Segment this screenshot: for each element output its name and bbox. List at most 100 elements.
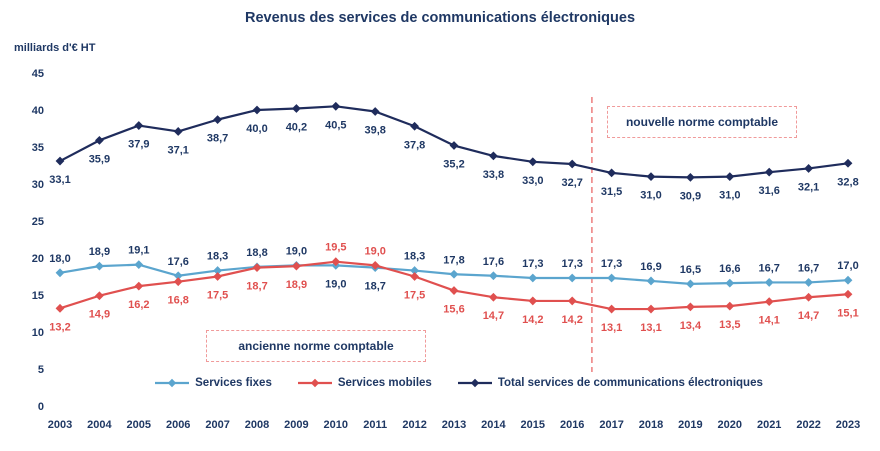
svg-text:17,5: 17,5 — [404, 290, 425, 302]
annotation-old-accounting-norm: ancienne norme comptable — [206, 330, 426, 362]
data-point-marker — [292, 261, 301, 271]
svg-text:17,8: 17,8 — [443, 254, 464, 266]
svg-text:33,0: 33,0 — [522, 175, 543, 187]
data-point-marker — [804, 292, 813, 302]
svg-text:16,7: 16,7 — [798, 262, 819, 274]
svg-text:16,7: 16,7 — [758, 262, 779, 274]
svg-text:2018: 2018 — [639, 419, 663, 431]
data-point-marker — [449, 141, 459, 150]
legend-item-total-services-de-communications-electroniques: Total services de communications électro… — [457, 377, 763, 389]
data-point-marker — [55, 156, 65, 166]
data-point-marker — [607, 168, 616, 178]
data-point-marker — [331, 257, 341, 267]
svg-text:17,3: 17,3 — [522, 258, 543, 270]
svg-text:2011: 2011 — [363, 419, 387, 431]
data-point-marker — [370, 261, 380, 270]
data-point-marker — [55, 303, 65, 313]
data-point-marker — [173, 271, 183, 281]
svg-text:2005: 2005 — [127, 419, 151, 431]
svg-text:17,6: 17,6 — [167, 256, 188, 268]
svg-text:18,9: 18,9 — [89, 246, 110, 258]
legend-swatch-icon — [155, 378, 190, 388]
data-point-marker — [449, 269, 459, 279]
series-services-mobiles — [55, 257, 853, 314]
svg-text:18,9: 18,9 — [286, 279, 307, 291]
data-point-marker — [134, 281, 144, 291]
svg-text:5: 5 — [38, 364, 44, 376]
svg-text:40: 40 — [32, 105, 44, 117]
legend-swatch-icon — [457, 378, 492, 388]
svg-text:31,0: 31,0 — [640, 190, 661, 202]
data-point-marker — [686, 302, 695, 312]
data-labels: 18,0 13,2 33,1 18,9 14,9 35,9 19,1 16,2 37,9 17,6… — [49, 119, 858, 334]
svg-text:35,2: 35,2 — [443, 159, 464, 171]
svg-text:19,5: 19,5 — [325, 242, 346, 254]
data-point-marker — [95, 291, 104, 301]
data-point-marker — [470, 378, 480, 388]
svg-text:37,1: 37,1 — [167, 144, 188, 156]
data-point-marker — [410, 121, 419, 131]
svg-text:15,1: 15,1 — [837, 307, 858, 319]
svg-text:30,9: 30,9 — [680, 190, 701, 202]
svg-text:32,7: 32,7 — [561, 177, 582, 189]
svg-text:20: 20 — [32, 253, 44, 265]
data-point-marker — [173, 127, 183, 136]
svg-text:16,2: 16,2 — [128, 299, 149, 311]
svg-text:40,0: 40,0 — [246, 123, 267, 135]
svg-text:2003: 2003 — [48, 419, 72, 431]
data-point-marker — [528, 157, 538, 167]
data-point-marker — [686, 172, 695, 182]
data-point-marker — [843, 275, 853, 285]
data-point-marker — [528, 273, 538, 283]
data-point-marker — [567, 273, 577, 283]
svg-text:35: 35 — [32, 142, 44, 154]
data-point-marker — [410, 266, 419, 275]
data-point-marker — [410, 272, 419, 281]
data-point-marker — [607, 304, 616, 314]
svg-text:0: 0 — [38, 401, 44, 413]
chart-title: Revenus des services de communications é… — [244, 10, 636, 26]
svg-text:17,3: 17,3 — [601, 258, 622, 270]
svg-text:18,8: 18,8 — [246, 247, 267, 259]
data-point-marker — [252, 263, 262, 273]
svg-text:2012: 2012 — [402, 419, 426, 431]
svg-text:33,1: 33,1 — [49, 174, 70, 186]
svg-text:2016: 2016 — [560, 419, 584, 431]
data-point-marker — [95, 261, 104, 271]
svg-text:2009: 2009 — [284, 419, 308, 431]
svg-text:18,7: 18,7 — [246, 281, 267, 293]
svg-text:13,5: 13,5 — [719, 319, 740, 331]
svg-text:13,2: 13,2 — [49, 321, 70, 333]
data-point-marker — [489, 292, 498, 302]
svg-text:2004: 2004 — [87, 419, 112, 431]
svg-text:19,0: 19,0 — [286, 245, 307, 257]
data-point-marker — [173, 277, 183, 287]
svg-text:13,1: 13,1 — [601, 322, 622, 334]
svg-text:17,0: 17,0 — [837, 260, 858, 272]
data-point-marker — [370, 107, 380, 116]
svg-text:2023: 2023 — [836, 419, 860, 431]
svg-text:2006: 2006 — [166, 419, 190, 431]
data-point-marker — [213, 115, 222, 125]
data-point-marker — [292, 104, 301, 113]
svg-text:16,8: 16,8 — [167, 295, 188, 307]
legend-swatch-icon — [297, 378, 332, 388]
data-point-marker — [331, 101, 341, 111]
svg-text:16,9: 16,9 — [640, 261, 661, 273]
legend-item-services-fixes: Services fixes — [155, 377, 272, 389]
svg-text:37,9: 37,9 — [128, 139, 149, 151]
data-point-marker — [167, 378, 177, 388]
svg-text:14,7: 14,7 — [798, 310, 819, 322]
svg-text:2017: 2017 — [599, 419, 623, 431]
svg-text:13,1: 13,1 — [640, 322, 661, 334]
data-point-marker — [804, 278, 813, 287]
svg-text:32,8: 32,8 — [837, 176, 858, 188]
legend-label: Total services de communications électro… — [497, 377, 763, 389]
data-point-marker — [567, 296, 577, 306]
svg-text:35,9: 35,9 — [89, 153, 110, 165]
series-total-services-de-communications-electroniques — [55, 101, 853, 182]
data-point-marker — [252, 105, 262, 115]
svg-text:16,6: 16,6 — [719, 263, 740, 275]
data-point-marker — [764, 297, 774, 307]
